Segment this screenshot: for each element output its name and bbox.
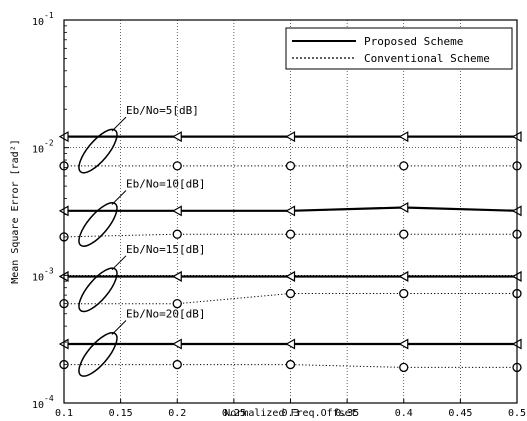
x-tick-label: 0.35 <box>335 408 359 419</box>
annotation-leader <box>111 190 127 205</box>
annotation-ellipse <box>78 202 118 247</box>
triangle-marker <box>172 270 182 282</box>
circle-marker <box>172 299 182 309</box>
annotation-leader <box>111 255 127 271</box>
grid-layer <box>64 20 517 403</box>
annotation-leader <box>111 116 127 132</box>
triangle-marker <box>172 338 182 350</box>
circle-marker <box>399 161 409 171</box>
series-line-5 <box>64 293 517 305</box>
legend: Proposed Scheme Conventional Scheme <box>285 27 513 70</box>
annotation-ellipse <box>78 267 118 313</box>
x-tick-label: 0.2 <box>168 408 186 419</box>
legend-label-proposed: Proposed Scheme <box>364 35 463 48</box>
circle-marker <box>285 359 296 370</box>
circle-marker <box>172 229 182 239</box>
x-tick-label: 0.1 <box>55 408 73 419</box>
series-layer <box>58 131 522 373</box>
tick-layer: 0.1 0.15 0.2 0.25 0.3 0.35 0.4 0.45 0.5 10-4 10-3 1… <box>32 11 526 419</box>
x-tick-label: 0.15 <box>109 408 133 419</box>
circle-marker <box>399 288 409 299</box>
triangle-marker <box>285 338 296 350</box>
circle-marker <box>399 362 409 373</box>
x-tick-label: 0.4 <box>395 408 413 419</box>
annotation-label: Eb/No=15[dB] <box>126 243 205 256</box>
x-tick-label: 0.5 <box>508 408 526 419</box>
circle-marker <box>172 359 182 370</box>
x-tick-label: 0.3 <box>281 408 299 419</box>
circle-marker <box>285 229 296 239</box>
circle-marker <box>285 161 296 171</box>
annotation-ellipse <box>78 332 118 377</box>
annotation-leader <box>111 320 127 335</box>
legend-box <box>285 27 513 70</box>
circle-marker <box>399 229 409 239</box>
triangle-marker <box>285 131 296 143</box>
triangle-marker <box>398 270 409 282</box>
legend-label-conventional: Conventional Scheme <box>364 52 490 65</box>
annotation-layer: Eb/No=5[dB] Eb/No=10[dB] Eb/No=15[dB] Eb/No… <box>78 104 205 377</box>
triangle-marker <box>398 338 409 350</box>
x-tick-label: 0.25 <box>222 408 246 419</box>
series-line-7 <box>64 364 517 368</box>
triangle-marker <box>285 205 296 217</box>
annotation-ellipse <box>78 128 118 174</box>
triangle-marker <box>285 270 296 282</box>
y-tick-label: 10-3 <box>32 266 54 283</box>
circle-marker <box>285 288 296 299</box>
y-tick-label: 10-1 <box>32 11 54 28</box>
triangle-marker <box>172 131 182 143</box>
series-line-3 <box>63 233 517 238</box>
circle-marker <box>172 161 182 171</box>
annotation-label: Eb/No=10[dB] <box>126 178 205 191</box>
triangle-marker <box>398 201 409 214</box>
x-tick-label: 0.45 <box>448 408 472 419</box>
y-tick-label: 10-4 <box>32 394 54 411</box>
y-tick-label: 10-2 <box>32 139 54 156</box>
x-axis-label: Normalized Freq.Offset <box>224 408 356 419</box>
annotation-label: Eb/No=20[dB] <box>126 307 205 320</box>
y-axis-label: Mean Square Error [rad²] <box>10 139 21 284</box>
annotation-label: Eb/No=5[dB] <box>126 104 199 117</box>
triangle-marker <box>172 205 182 217</box>
triangle-marker <box>398 131 409 143</box>
